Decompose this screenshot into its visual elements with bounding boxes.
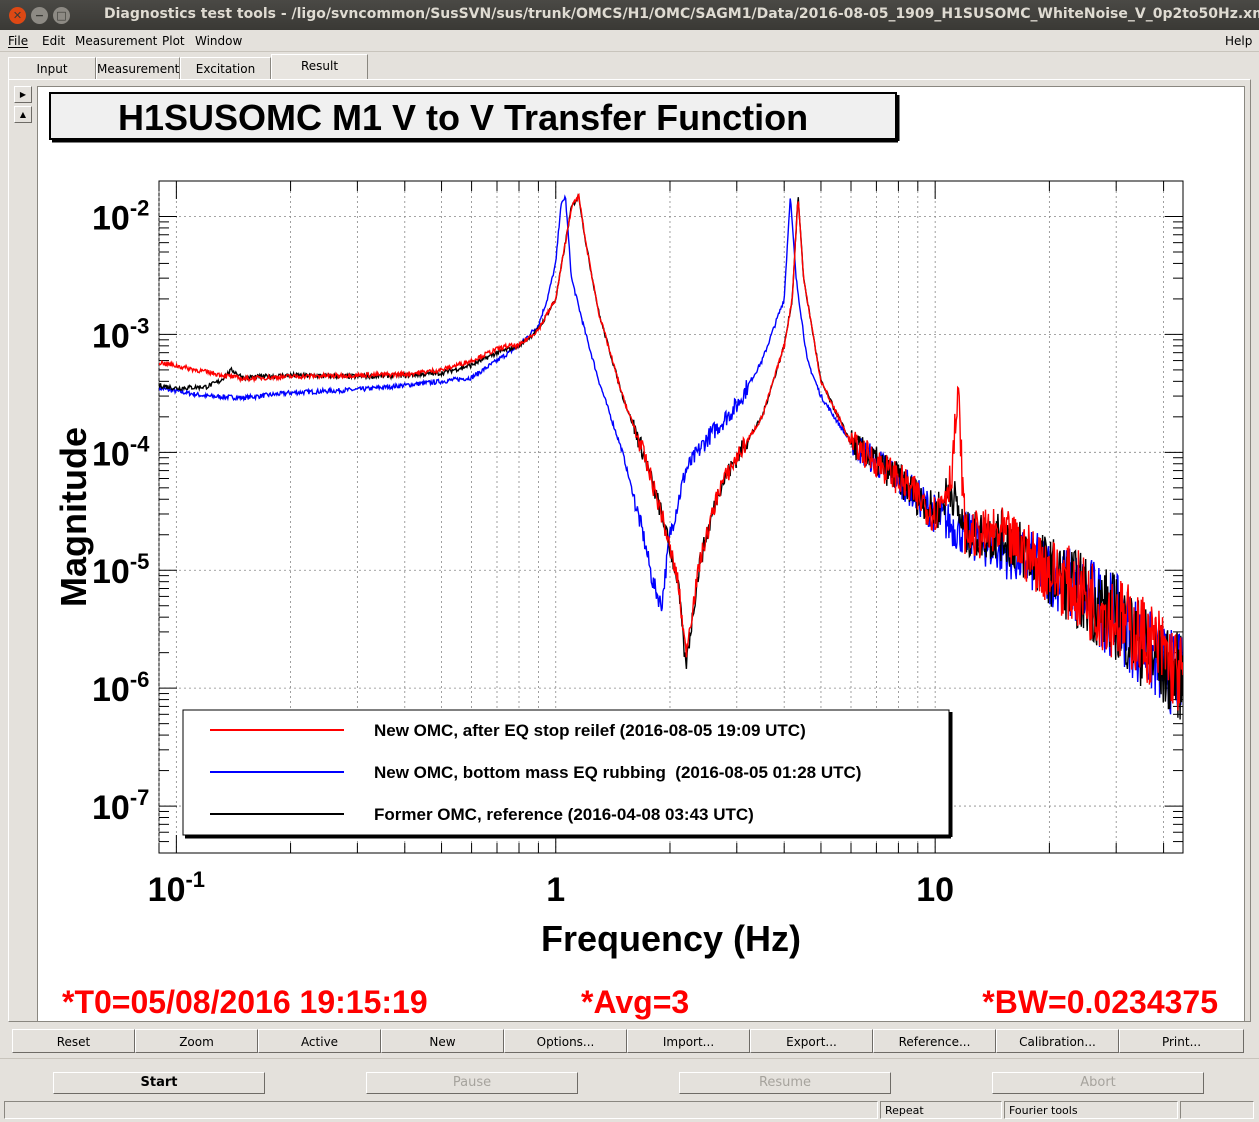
- plot-legend: New OMC, after EQ stop reilef (2016-08-0…: [182, 709, 953, 839]
- menu-measurement[interactable]: Measurement: [75, 34, 158, 48]
- x-axis-label: Frequency (Hz): [541, 918, 801, 959]
- x-tick-label: 1: [546, 871, 565, 909]
- x-tick-label: 10: [916, 871, 954, 909]
- y-axis-label: Magnitude: [53, 427, 94, 607]
- pause-button[interactable]: Pause: [366, 1072, 578, 1094]
- tab-input[interactable]: Input: [8, 57, 96, 79]
- menu-bar: File Edit Measurement Plot Window Help: [0, 30, 1259, 52]
- window-title: Diagnostics test tools - /ligo/svncommon…: [104, 6, 1259, 22]
- y-tick-label: 10-6: [92, 667, 149, 709]
- export-button[interactable]: Export...: [750, 1029, 873, 1053]
- start-button[interactable]: Start: [53, 1072, 265, 1094]
- menu-help[interactable]: Help: [1225, 34, 1253, 48]
- status-cell-main: [4, 1101, 878, 1119]
- tab-measurement[interactable]: Measurement: [96, 57, 180, 79]
- status-bar: Repeat Fourier tools: [0, 1100, 1259, 1122]
- calibration-button[interactable]: Calibration...: [996, 1029, 1119, 1053]
- y-tick-label: 10-5: [92, 549, 149, 591]
- plot-canvas[interactable]: H1SUSOMC M1 V to V Transfer Function 10-…: [37, 86, 1245, 1022]
- resume-button[interactable]: Resume: [679, 1072, 891, 1094]
- series-line: [159, 193, 1183, 711]
- y-tick-label: 10-2: [92, 195, 149, 237]
- abort-button[interactable]: Abort: [992, 1072, 1204, 1094]
- tab-result[interactable]: Result: [271, 54, 368, 79]
- plot-title: H1SUSOMC M1 V to V Transfer Function: [118, 97, 808, 138]
- status-repeat: Repeat: [880, 1101, 1002, 1119]
- minimize-icon[interactable]: −: [31, 7, 48, 24]
- scroll-right-arrow-icon[interactable]: ▶: [14, 86, 32, 103]
- x-tick-labels: 10-1 1 10: [148, 867, 954, 909]
- new-button[interactable]: New: [381, 1029, 504, 1053]
- y-tick-labels: 10-2 10-3 10-4 10-5 10-6 10-7: [92, 195, 150, 827]
- run-controls: Start Pause Resume Abort: [0, 1058, 1259, 1100]
- window-titlebar: ✕ − □ Diagnostics test tools - /ligo/svn…: [0, 0, 1259, 30]
- legend-label-blue: New OMC, bottom mass EQ rubbing (2016-08…: [374, 763, 861, 782]
- zoom-button[interactable]: Zoom: [135, 1029, 258, 1053]
- legend-label-black: Former OMC, reference (2016-04-08 03:43 …: [374, 805, 754, 824]
- close-icon[interactable]: ✕: [9, 7, 26, 24]
- bw-label: *BW=0.0234375: [982, 984, 1218, 1020]
- transfer-function-plot[interactable]: H1SUSOMC M1 V to V Transfer Function 10-…: [38, 87, 1244, 1021]
- print-button[interactable]: Print...: [1119, 1029, 1244, 1053]
- reset-button[interactable]: Reset: [12, 1029, 135, 1053]
- status-fourier-tools: Fourier tools: [1004, 1101, 1178, 1119]
- plot-title-box: [49, 92, 897, 140]
- x-tick-label: 10-1: [148, 867, 205, 909]
- t0-label: *T0=05/08/2016 19:15:19: [62, 984, 428, 1020]
- plot-toolbar: Reset Zoom Active New Options... Import.…: [12, 1029, 1244, 1053]
- import-button[interactable]: Import...: [627, 1029, 750, 1053]
- status-cell-end: [1180, 1101, 1254, 1119]
- options-button[interactable]: Options...: [504, 1029, 627, 1053]
- y-tick-label: 10-3: [92, 313, 149, 355]
- y-tick-label: 10-7: [92, 785, 149, 827]
- plot-ticks: [158, 180, 1183, 854]
- avg-label: *Avg=3: [581, 984, 689, 1020]
- scroll-up-arrow-icon[interactable]: ▲: [14, 106, 32, 123]
- menu-plot[interactable]: Plot: [162, 34, 185, 48]
- maximize-icon[interactable]: □: [53, 7, 70, 24]
- reference-button[interactable]: Reference...: [873, 1029, 996, 1053]
- y-tick-label: 10-4: [92, 431, 150, 473]
- legend-label-red: New OMC, after EQ stop reilef (2016-08-0…: [374, 721, 806, 740]
- tab-excitation[interactable]: Excitation: [180, 57, 271, 79]
- menu-file[interactable]: File: [8, 34, 29, 48]
- menu-edit[interactable]: Edit: [42, 34, 66, 48]
- menu-window[interactable]: Window: [195, 34, 243, 48]
- plot-curves: [159, 193, 1183, 720]
- active-button[interactable]: Active: [258, 1029, 381, 1053]
